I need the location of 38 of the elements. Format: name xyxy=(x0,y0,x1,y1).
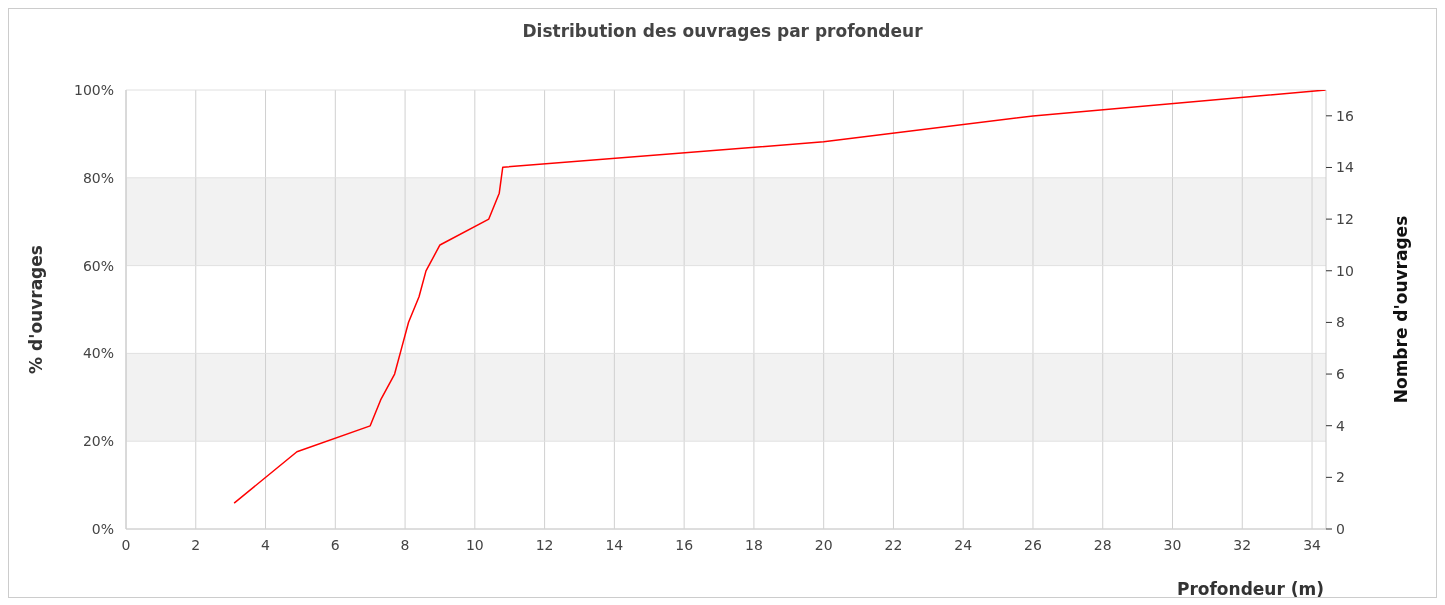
y2-tick-label: 8 xyxy=(1336,314,1345,331)
y-tick-label: 40% xyxy=(82,345,114,362)
x-tick-label: 32 xyxy=(1233,537,1252,553)
x-tick-label: 0 xyxy=(121,537,131,553)
y-tick-label: 100% xyxy=(73,82,114,98)
x-tick-label: 34 xyxy=(1303,537,1322,553)
y2-tick-label: 10 xyxy=(1336,262,1354,279)
x-tick-label: 10 xyxy=(465,537,484,553)
y2-tick-label: 4 xyxy=(1336,417,1345,434)
x-tick-label: 8 xyxy=(400,537,410,553)
line-series xyxy=(233,90,1326,504)
y2-tick-label: 16 xyxy=(1336,107,1354,124)
y2-tick-label: 6 xyxy=(1336,366,1345,383)
x-tick-label: 16 xyxy=(675,537,694,553)
y2-tick-label: 12 xyxy=(1336,211,1354,228)
y-tick-label: 60% xyxy=(82,257,114,274)
x-tick-label: 12 xyxy=(535,537,554,553)
y-axis-title: % d'ouvrages xyxy=(26,245,47,374)
y2-tick-label: 0 xyxy=(1336,521,1345,537)
x-tick-label: 26 xyxy=(1024,537,1042,553)
y-tick-label: 0% xyxy=(91,521,114,537)
y-tick-label: 20% xyxy=(82,433,114,450)
y2-tick-label: 14 xyxy=(1336,159,1354,176)
x-tick-label: 22 xyxy=(884,537,903,553)
x-tick-label: 20 xyxy=(814,537,833,553)
x-tick-label: 4 xyxy=(261,537,271,553)
chart-title: Distribution des ouvrages par profondeur xyxy=(521,21,924,41)
x-tick-label: 30 xyxy=(1163,537,1182,553)
x-tick-label: 28 xyxy=(1093,537,1112,553)
x-tick-label: 14 xyxy=(605,537,624,553)
y2-tick-label: 2 xyxy=(1336,469,1345,486)
y-tick-label: 80% xyxy=(82,169,114,186)
x-tick-label: 2 xyxy=(191,537,201,553)
x-tick-label: 18 xyxy=(744,537,763,553)
x-axis-title: Profondeur (m) xyxy=(1176,579,1324,599)
x-tick-label: 6 xyxy=(330,537,340,553)
x-tick-label: 24 xyxy=(954,537,973,553)
y2-axis-title: Nombre d'ouvrages xyxy=(1391,215,1412,404)
